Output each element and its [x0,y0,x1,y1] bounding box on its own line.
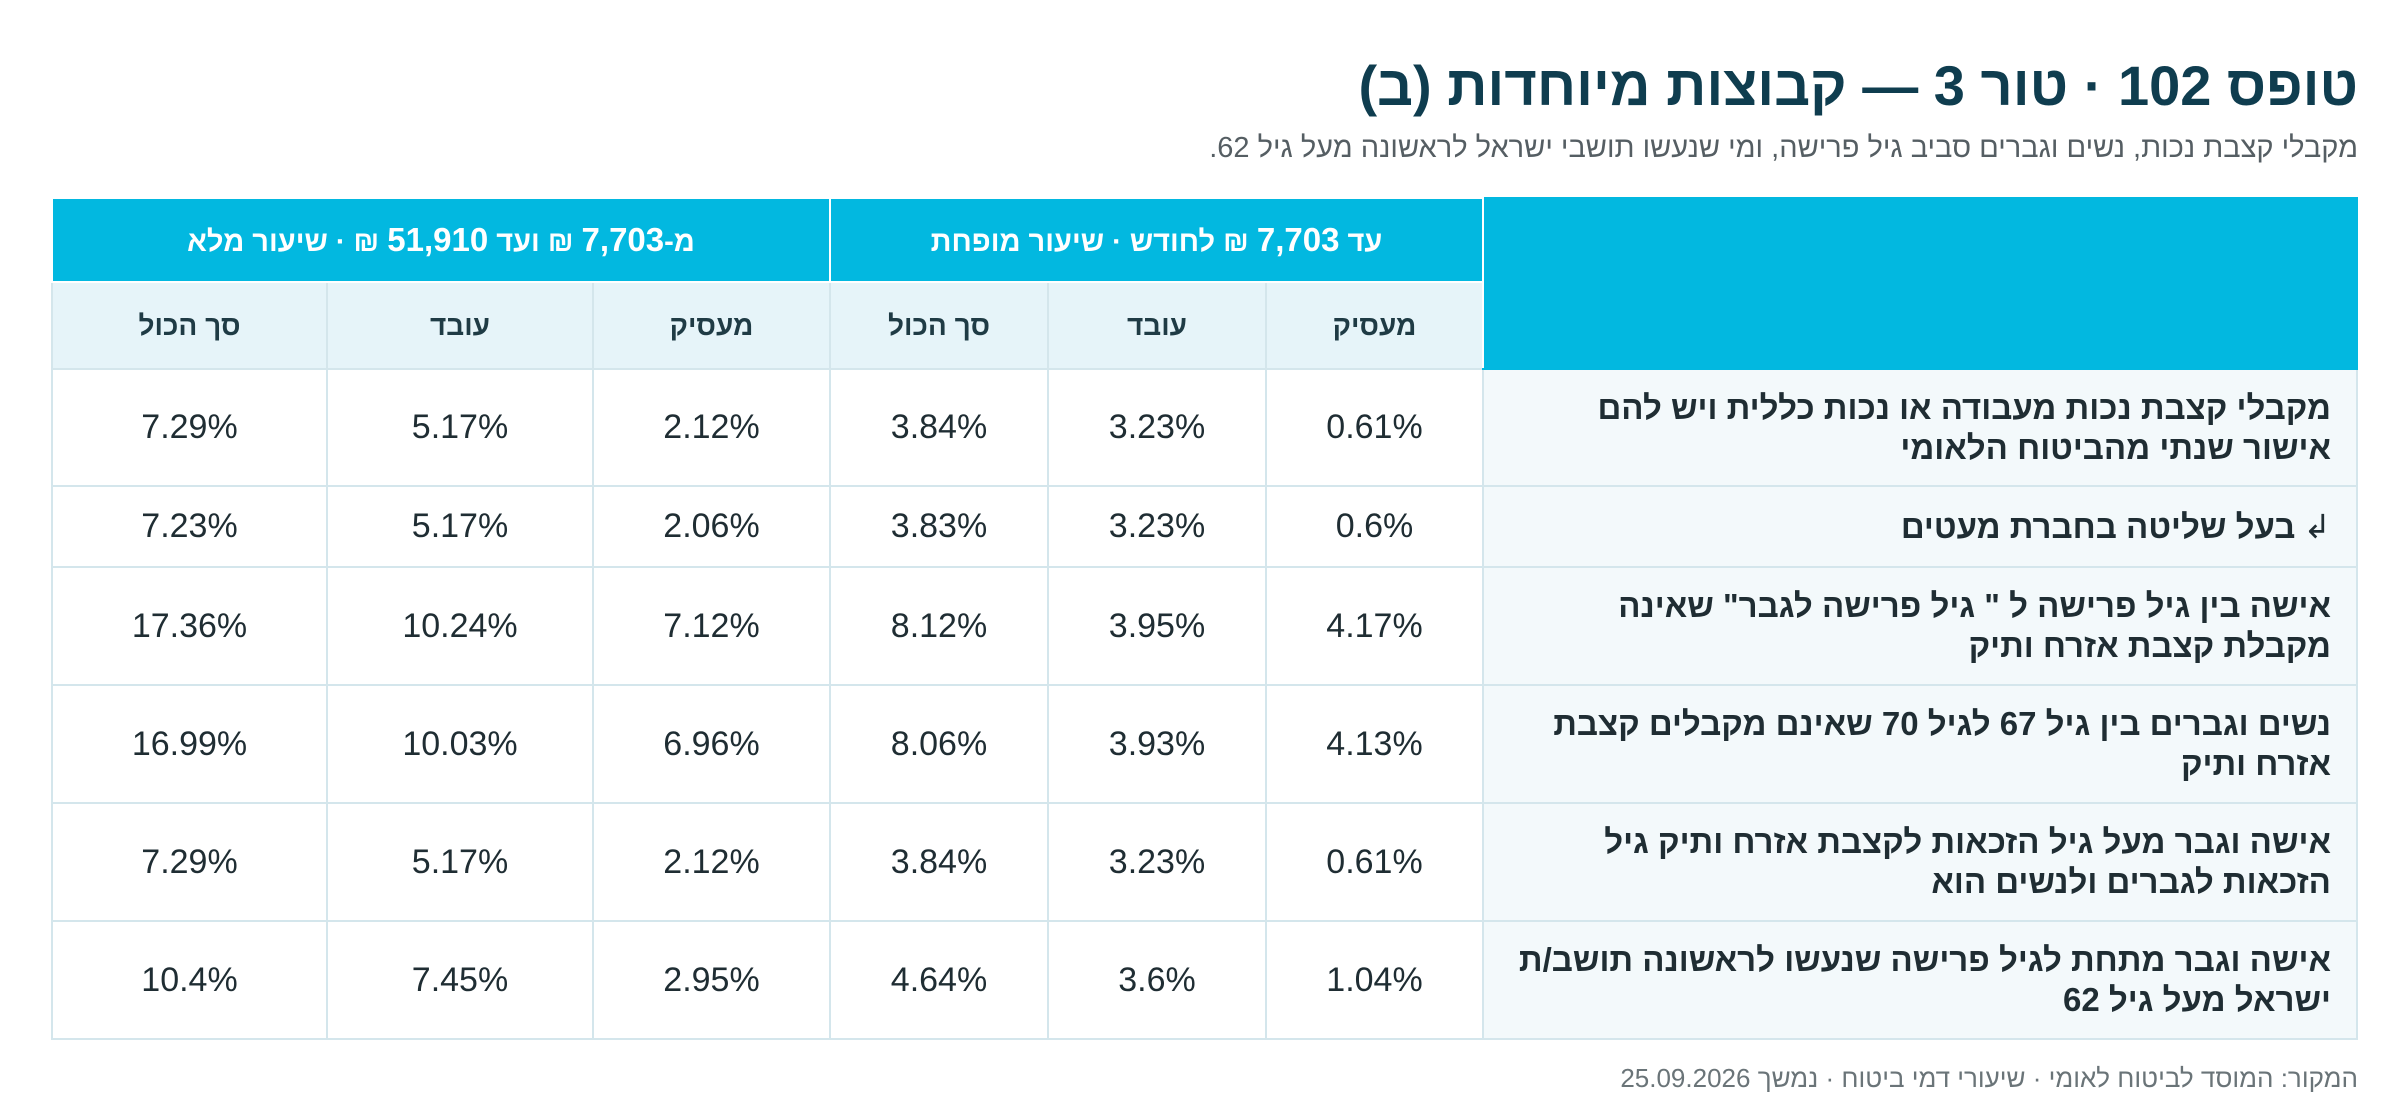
group-header-full: מ-7,703 ₪ ועד 51,910 ₪ · שיעור מלא [50,197,832,283]
row-label: אישה בין גיל פרישה ל " גיל פרישה לגבר" ש… [1482,566,2358,686]
cell-employer-full: 2.12% [592,368,831,487]
cell-total-reduced: 3.84% [829,802,1049,922]
table-row: ↲בעל שליטה בחברת מעטים 0.6% 3.23% 3.83% … [50,485,2358,568]
row-label: מקבלי קצבת נכות מעבודה או נכות כללית ויש… [1482,368,2358,487]
cell-employer-full: 2.95% [592,920,831,1040]
group-full-suffix: ₪ · שיעור מלא [187,226,388,258]
cell-employer-reduced: 1.04% [1265,920,1484,1040]
column-header-employer-full: מעסיק [592,281,831,370]
cell-employer-reduced: 0.61% [1265,368,1484,487]
cell-total-full: 16.99% [50,684,329,804]
cell-employer-full: 6.96% [592,684,831,804]
table-row: מקבלי קצבת נכות מעבודה או נכות כללית ויש… [50,368,2358,487]
cell-employee-full: 5.17% [326,802,594,922]
header-corner [1482,197,2358,370]
column-header-row: מעסיק עובד סך הכול מעסיק עובד סך הכול [50,281,2357,370]
cell-employee-reduced: 3.23% [1047,368,1267,487]
cell-total-full: 17.36% [50,566,329,686]
cell-total-reduced: 3.83% [829,485,1049,568]
row-label: נשים וגברים בין גיל 67 לגיל 70 שאינם מקב… [1482,684,2358,804]
cell-total-full: 7.23% [50,485,329,568]
cell-total-full: 7.29% [50,802,329,922]
source-note: המקור: המוסד לביטוח לאומי · שיעורי דמי ב… [1620,1063,2358,1093]
cell-employee-reduced: 3.23% [1047,802,1267,922]
cell-employee-reduced: 3.95% [1047,566,1267,686]
cell-employee-reduced: 3.6% [1047,920,1267,1040]
column-header-total-reduced: סך הכול [829,281,1049,370]
cell-total-reduced: 3.84% [829,368,1049,487]
group-reduced-suffix: ₪ לחודש · שיעור מופחת [930,226,1257,258]
cell-employer-full: 7.12% [592,566,831,686]
page: טופס 102 · טור 3 — קבוצות מיוחדות (ב) מק… [50,0,2359,1120]
table-row: אישה בין גיל פרישה ל " גיל פרישה לגבר" ש… [50,566,2358,686]
rates-table: עד 7,703 ₪ לחודש · שיעור מופחת מ-7,703 ₪… [50,197,2358,1040]
row-label-cell: ↲בעל שליטה בחברת מעטים [1482,485,2358,568]
table-row: אישה וגבר מעל גיל הזכאות לקצבת אזרח ותיק… [50,802,2358,922]
row-label: בעל שליטה בחברת מעטים [1900,507,2296,545]
cell-employee-reduced: 3.93% [1047,684,1267,804]
group-reduced-amount: 7,703 [1256,221,1340,258]
group-full-middle: ₪ ועד [488,226,582,258]
group-full-amount-to: 51,910 [387,221,489,258]
column-header-employer-reduced: מעסיק [1265,281,1484,370]
cell-total-full: 10.4% [50,920,329,1040]
cell-employee-full: 7.45% [326,920,594,1040]
cell-employee-full: 10.24% [326,566,594,686]
row-label: אישה וגבר מעל גיל הזכאות לקצבת אזרח ותיק… [1482,802,2358,922]
cell-employee-full: 5.17% [326,368,594,487]
page-subtitle: מקבלי קצבת נכות, נשים וגברים סביב גיל פר… [1209,132,2358,164]
cell-employer-full: 2.06% [592,485,831,568]
subrow-arrow-icon: ↲ [2303,507,2331,545]
group-full-amount-from: 7,703 [581,221,665,258]
cell-employee-full: 5.17% [326,485,594,568]
cell-total-full: 7.29% [50,368,329,487]
column-header-employee-reduced: עובד [1047,281,1267,370]
cell-employer-reduced: 4.13% [1265,684,1484,804]
page-title: טופס 102 · טור 3 — קבוצות מיוחדות (ב) [1358,54,2359,117]
cell-employee-full: 10.03% [326,684,594,804]
group-reduced-prefix: עד [1339,226,1383,258]
cell-total-reduced: 8.06% [829,684,1049,804]
cell-total-reduced: 4.64% [829,920,1049,1040]
cell-employer-full: 2.12% [592,802,831,922]
row-label: אישה וגבר מתחת לגיל פרישה שנעשו לראשונה … [1482,920,2358,1040]
cell-employer-reduced: 0.61% [1265,802,1484,922]
cell-employer-reduced: 0.6% [1265,485,1484,568]
group-full-prefix: מ- [664,226,695,258]
column-header-total-full: סך הכול [50,281,329,370]
group-header-row: עד 7,703 ₪ לחודש · שיעור מופחת מ-7,703 ₪… [50,197,2358,370]
cell-employer-reduced: 4.17% [1265,566,1484,686]
column-header-employee-full: עובד [326,281,594,370]
table-row: אישה וגבר מתחת לגיל פרישה שנעשו לראשונה … [50,920,2358,1040]
cell-total-reduced: 8.12% [829,566,1049,686]
group-header-reduced: עד 7,703 ₪ לחודש · שיעור מופחת [829,197,1484,283]
table-row: נשים וגברים בין גיל 67 לגיל 70 שאינם מקב… [50,684,2358,804]
cell-employee-reduced: 3.23% [1047,485,1267,568]
